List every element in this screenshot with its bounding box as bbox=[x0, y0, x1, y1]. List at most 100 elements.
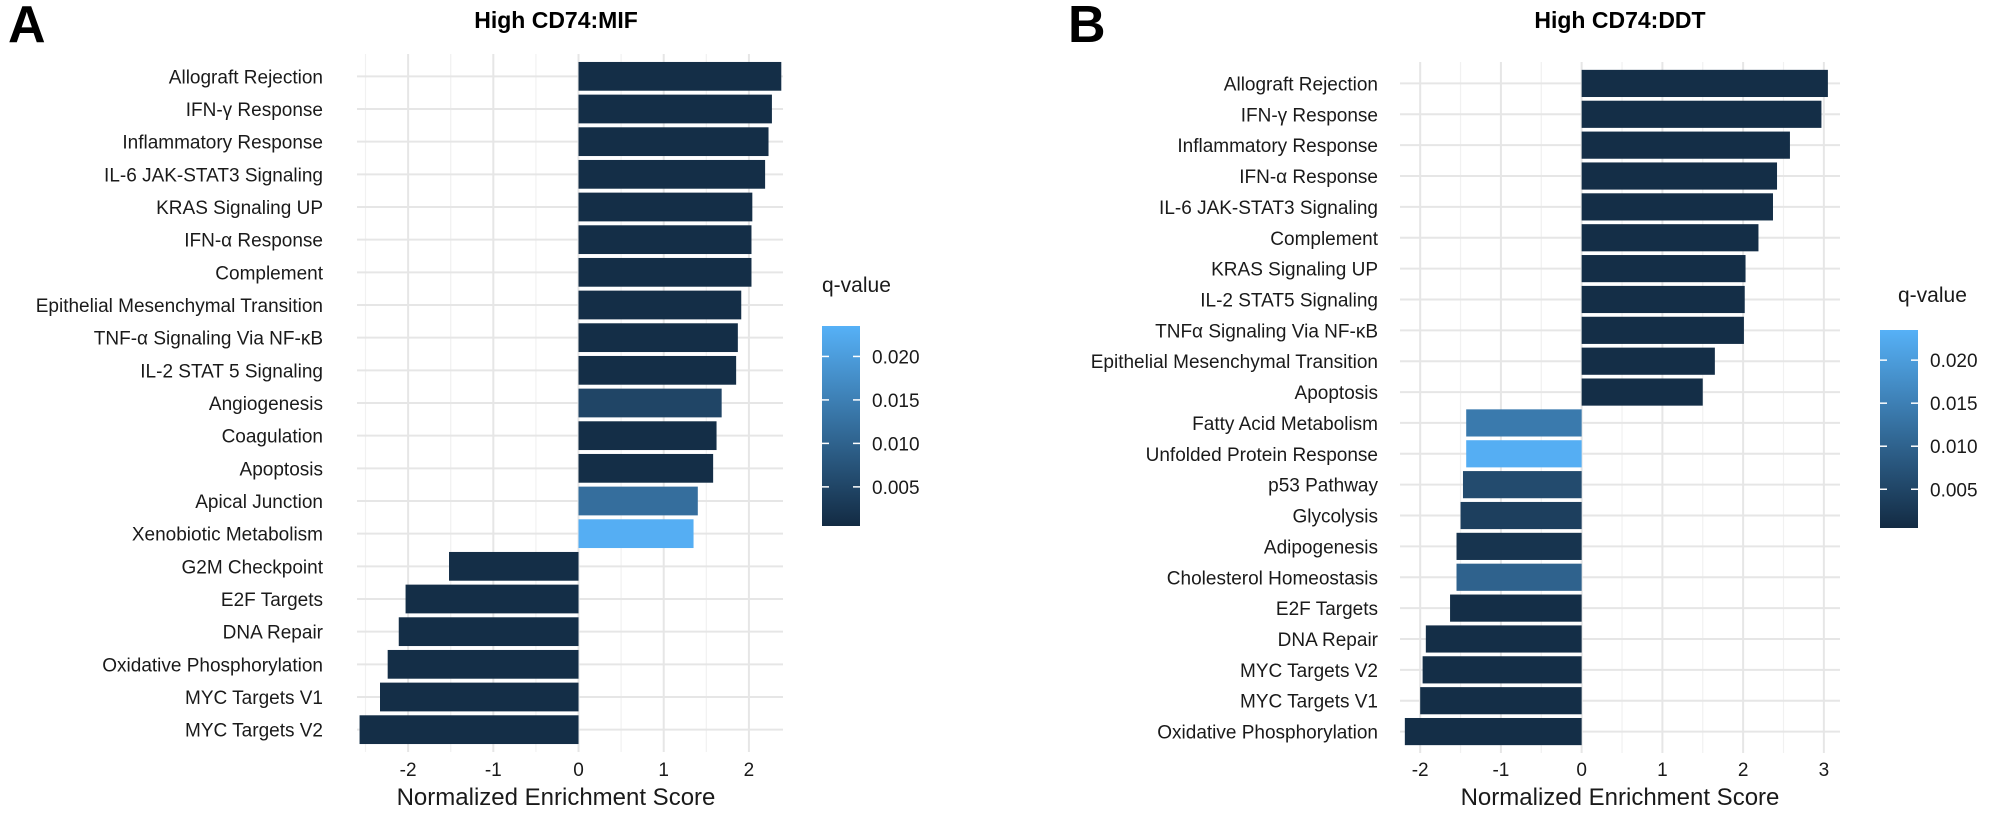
colorbar-label: 0.015 bbox=[1930, 394, 1978, 415]
colorbar bbox=[822, 326, 860, 526]
category-label: Coagulation bbox=[222, 427, 323, 448]
category-label: IL-2 STAT 5 Signaling bbox=[140, 361, 323, 382]
bar bbox=[578, 421, 717, 451]
category-label: IL-2 STAT5 Signaling bbox=[1200, 290, 1378, 311]
panel-b-legend: q-value 0.020 0.015 0.010 0.005 bbox=[1880, 284, 1978, 528]
bar bbox=[1581, 316, 1744, 344]
bar bbox=[1581, 378, 1703, 406]
category-label: Oxidative Phosphorylation bbox=[102, 655, 323, 676]
bar bbox=[578, 225, 752, 255]
bar bbox=[1581, 131, 1790, 159]
category-label: Complement bbox=[1270, 229, 1378, 250]
bar bbox=[398, 617, 579, 647]
bar bbox=[1581, 193, 1773, 221]
category-label: Cholesterol Homeostasis bbox=[1167, 568, 1378, 589]
category-label: KRAS Signaling UP bbox=[1211, 260, 1378, 281]
legend-a-title: q-value bbox=[822, 274, 891, 297]
bar bbox=[578, 323, 738, 353]
category-label: KRAS Signaling UP bbox=[156, 198, 323, 219]
bar bbox=[578, 486, 698, 516]
category-label: DNA Repair bbox=[1278, 630, 1379, 651]
category-label: IFN-α Response bbox=[184, 231, 323, 252]
bar bbox=[1450, 594, 1582, 622]
bar bbox=[405, 584, 579, 614]
panel-a-category-labels: Allograft Rejection IFN-γ Response Inflamm… bbox=[36, 67, 324, 741]
category-label: E2F Targets bbox=[221, 590, 323, 611]
bar bbox=[578, 127, 769, 157]
bar bbox=[1581, 162, 1778, 190]
bar bbox=[1581, 100, 1822, 128]
panel-a-bars bbox=[359, 61, 782, 745]
category-label: IFN-α Response bbox=[1239, 167, 1378, 188]
bar bbox=[1456, 532, 1582, 560]
bar bbox=[1404, 717, 1582, 746]
category-label: Angiogenesis bbox=[209, 394, 323, 415]
category-label: E2F Targets bbox=[1276, 599, 1378, 620]
panel-a-x-axis-title: Normalized Enrichment Score bbox=[397, 784, 716, 811]
category-label: Unfolded Protein Response bbox=[1146, 445, 1378, 466]
category-label: Apical Junction bbox=[195, 492, 323, 513]
category-label: TNF-α Signaling Via NF-κB bbox=[94, 329, 323, 350]
category-label: G2M Checkpoint bbox=[181, 557, 323, 578]
bar bbox=[1581, 347, 1715, 375]
category-label: Allograft Rejection bbox=[169, 67, 323, 88]
bar bbox=[578, 519, 694, 549]
panel-a-legend: q-value 0.020 0.015 0.010 0.005 bbox=[822, 274, 920, 526]
category-label: Complement bbox=[215, 263, 323, 284]
x-tick-label: 2 bbox=[1738, 760, 1749, 781]
category-label: Apoptosis bbox=[1295, 383, 1378, 404]
panel-b-x-tick-labels: -2 -1 0 1 2 3 bbox=[1412, 760, 1829, 781]
x-tick-label: 2 bbox=[744, 760, 755, 781]
colorbar-label: 0.015 bbox=[872, 391, 920, 412]
x-tick-label: 1 bbox=[658, 760, 669, 781]
panel-letter-b: B bbox=[1068, 0, 1106, 54]
bar bbox=[1462, 471, 1582, 499]
x-tick-label: -1 bbox=[1492, 760, 1509, 781]
bar bbox=[578, 192, 753, 222]
panel-a-title: High CD74:MIF bbox=[474, 7, 638, 33]
category-label: MYC Targets V1 bbox=[185, 688, 323, 709]
category-label: Adipogenesis bbox=[1264, 537, 1378, 558]
category-label: Epithelial Mesenchymal Transition bbox=[36, 296, 323, 317]
bar bbox=[1460, 501, 1582, 530]
colorbar-label: 0.020 bbox=[1930, 351, 1978, 372]
bar bbox=[578, 355, 737, 385]
bar bbox=[449, 551, 579, 581]
bar bbox=[578, 94, 772, 124]
colorbar-label: 0.020 bbox=[872, 347, 920, 368]
bar bbox=[578, 159, 766, 189]
bar bbox=[380, 682, 579, 712]
x-tick-label: 3 bbox=[1819, 760, 1830, 781]
category-label: IL-6 JAK-STAT3 Signaling bbox=[1159, 198, 1378, 219]
x-tick-label: 0 bbox=[1576, 760, 1587, 781]
category-label: IL-6 JAK-STAT3 Signaling bbox=[104, 165, 323, 186]
bar bbox=[578, 388, 722, 418]
category-label: Epithelial Mesenchymal Transition bbox=[1091, 352, 1378, 373]
bar bbox=[1466, 440, 1582, 468]
bar bbox=[387, 649, 579, 679]
bar bbox=[1422, 656, 1582, 684]
bar bbox=[1425, 625, 1582, 653]
x-tick-label: 1 bbox=[1657, 760, 1668, 781]
bar bbox=[578, 453, 714, 483]
bar bbox=[1466, 409, 1582, 437]
category-label: IFN-γ Response bbox=[186, 100, 323, 121]
panel-b-title: High CD74:DDT bbox=[1534, 7, 1705, 33]
panel-a-x-tick-labels: -2 -1 0 1 2 bbox=[400, 760, 755, 781]
bar bbox=[1581, 255, 1746, 283]
category-label: Fatty Acid Metabolism bbox=[1192, 414, 1378, 435]
x-tick-label: 0 bbox=[573, 760, 584, 781]
bar bbox=[1420, 687, 1582, 715]
category-label: Inflammatory Response bbox=[1177, 136, 1378, 157]
bar bbox=[359, 715, 579, 745]
x-tick-label: -2 bbox=[1412, 760, 1429, 781]
bar bbox=[578, 257, 752, 287]
category-label: DNA Repair bbox=[223, 623, 324, 644]
category-label: Apoptosis bbox=[240, 459, 323, 480]
bar bbox=[578, 61, 782, 91]
category-label: Allograft Rejection bbox=[1224, 74, 1378, 95]
category-label: TNFα Signaling Via NF-κB bbox=[1155, 321, 1378, 342]
category-label: IFN-γ Response bbox=[1241, 105, 1378, 126]
bar bbox=[1456, 563, 1582, 591]
